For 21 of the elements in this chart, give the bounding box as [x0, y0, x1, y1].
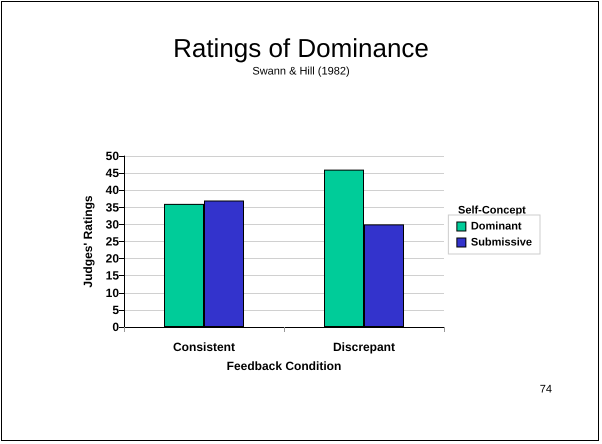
- y-axis-title: Judges' Ratings: [81, 195, 95, 288]
- x-axis-title: Feedback Condition: [226, 359, 342, 373]
- text: 74: [540, 384, 552, 396]
- x-tick-label: Discrepant: [332, 340, 396, 354]
- legend-label: Dominant: [470, 220, 522, 232]
- x-tick-label: Consistent: [172, 340, 236, 354]
- chart-subtitle: Swann & Hill (1982): [252, 66, 350, 78]
- y-tick-label: 20: [106, 252, 120, 266]
- y-tick-label: 5: [112, 302, 120, 317]
- y-tick-label: 0: [112, 320, 120, 334]
- y-tick-label: 10: [106, 286, 120, 300]
- y-tick-label: 35: [106, 200, 120, 214]
- y-tick-label: 15: [106, 268, 120, 283]
- y-tick-label: 45: [106, 166, 120, 180]
- chart-title: Ratings of Dominance: [173, 33, 429, 63]
- y-tick-label: 40: [106, 183, 120, 198]
- y-tick-label: 25: [106, 234, 120, 248]
- y-tick-label: 30: [106, 217, 120, 232]
- y-tick-label: 50: [106, 149, 120, 163]
- legend-label: Submissive: [470, 236, 532, 248]
- legend-title: Self-Concept: [458, 204, 526, 216]
